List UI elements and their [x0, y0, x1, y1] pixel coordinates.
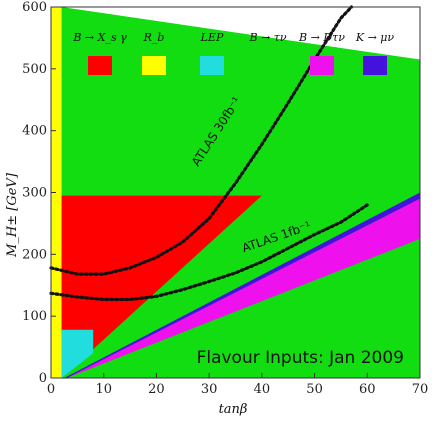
x-tick-label: 0 [47, 382, 55, 397]
legend-swatch [142, 56, 166, 75]
exclusion-regions [51, 7, 421, 378]
x-tick-label: 10 [95, 382, 112, 397]
legend-swatch [256, 56, 280, 75]
y-tick-label: 400 [22, 124, 47, 139]
legend-swatch [310, 56, 334, 75]
y-tick-label: 200 [22, 247, 47, 262]
y-tick-label: 0 [39, 371, 47, 386]
region-3 [64, 192, 420, 378]
legend-label: B → τν [248, 31, 286, 44]
x-axis-ticks: 0 10 20 30 40 50 60 70 [47, 373, 428, 397]
legend-label: B → X_s γ [72, 31, 127, 44]
region-4 [61, 329, 94, 378]
y-tick-label: 500 [22, 62, 47, 77]
y-tick-label: 300 [22, 186, 47, 201]
legend-label: LEP [200, 31, 224, 44]
x-axis-label: tanβ [219, 402, 248, 417]
legend: B → X_s γ R_b LEP B → τν B → Dτν K → μν [72, 31, 394, 75]
x-tick-label: 30 [201, 382, 218, 397]
y-axis-label: M_H± [GeV] [5, 172, 20, 258]
x-tick-label: 50 [306, 382, 323, 397]
x-tick-label: 20 [148, 382, 165, 397]
y-axis-ticks: 0 100 200 300 400 500 600 [22, 0, 56, 386]
legend-swatch [200, 56, 224, 75]
region-2 [66, 198, 421, 378]
legend-label: K → μν [355, 31, 395, 44]
legend-label: R_b [143, 31, 165, 44]
legend-swatch [363, 56, 387, 75]
y-tick-label: 100 [22, 309, 47, 324]
x-tick-label: 60 [359, 382, 376, 397]
legend-swatch [88, 56, 112, 75]
x-tick-label: 70 [412, 382, 429, 397]
region-1 [61, 195, 262, 378]
banner-text: Flavour Inputs: Jan 2009 [197, 348, 404, 368]
x-tick-label: 40 [254, 382, 271, 397]
region-5 [51, 7, 62, 378]
curve-1 [49, 203, 369, 302]
y-tick-label: 600 [22, 0, 47, 15]
legend-label: B → Dτν [298, 31, 345, 44]
